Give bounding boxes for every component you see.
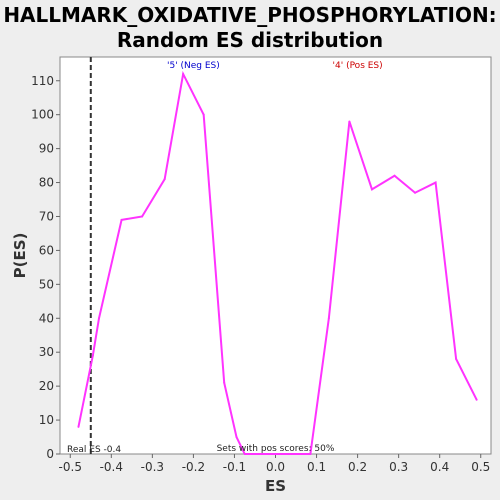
chart-title-line2: Random ES distribution — [117, 28, 383, 52]
pos-scores-label: Sets with pos scores: 50% — [217, 444, 335, 454]
pos-es-label: '4' (Pos ES) — [333, 61, 383, 71]
data-point — [163, 178, 166, 181]
data-point — [274, 453, 277, 455]
data-point — [348, 120, 351, 123]
y-tick-label: 90 — [39, 142, 54, 156]
y-axis-label: P(ES) — [11, 233, 29, 279]
data-point — [120, 218, 123, 221]
series-points — [77, 72, 478, 455]
data-point — [223, 381, 226, 384]
data-point — [77, 425, 80, 428]
x-tick-label: -0.1 — [223, 460, 246, 474]
neg-es-label: '5' (Neg ES) — [167, 61, 220, 71]
data-point — [202, 113, 205, 116]
chart-title-line1: HALLMARK_OXIDATIVE_PHOSPHORYLATION: — [3, 3, 496, 27]
y-axis: 0 10 20 30 40 50 60 70 80 90 100 110 — [31, 74, 60, 461]
data-point — [414, 191, 417, 194]
data-point — [97, 317, 100, 320]
x-tick-label: -0.2 — [182, 460, 205, 474]
y-tick-label: 40 — [39, 311, 54, 325]
data-point — [370, 188, 373, 191]
y-tick-label: 60 — [39, 243, 54, 257]
y-tick-label: 80 — [39, 176, 54, 190]
y-tick-label: 110 — [31, 74, 54, 88]
y-tick-label: 100 — [31, 108, 54, 122]
data-point — [455, 357, 458, 360]
y-tick-label: 30 — [39, 345, 54, 359]
x-tick-label: 0.0 — [266, 460, 285, 474]
x-tick-label: -0.3 — [141, 460, 164, 474]
data-point — [309, 453, 312, 455]
x-tick-label: 0.3 — [389, 460, 408, 474]
data-point — [182, 72, 185, 75]
data-point — [434, 181, 437, 184]
y-tick-label: 70 — [39, 209, 54, 223]
data-point — [243, 453, 246, 455]
data-point — [475, 398, 478, 401]
x-tick-label: 0.4 — [430, 460, 449, 474]
data-point — [141, 215, 144, 218]
plot-area — [59, 56, 492, 455]
x-tick-label: 0.1 — [307, 460, 326, 474]
x-tick-label: 0.2 — [348, 460, 367, 474]
x-axis-label: ES — [265, 477, 286, 495]
data-point — [91, 354, 94, 357]
data-point — [327, 317, 330, 320]
data-point — [235, 436, 238, 439]
x-axis: -0.5 -0.4 -0.3 -0.2 -0.1 0.0 0.1 0.2 0.3 0.4 0.5 — [59, 454, 490, 474]
x-tick-label: -0.4 — [100, 460, 123, 474]
y-tick-label: 50 — [39, 277, 54, 291]
x-tick-label: 0.5 — [471, 460, 490, 474]
y-tick-label: 20 — [39, 379, 54, 393]
real-es-label: Real ES -0.4 — [67, 445, 121, 455]
y-tick-label: 0 — [46, 447, 54, 461]
y-tick-label: 10 — [39, 413, 54, 427]
x-tick-label: -0.5 — [59, 460, 82, 474]
data-point — [393, 174, 396, 177]
